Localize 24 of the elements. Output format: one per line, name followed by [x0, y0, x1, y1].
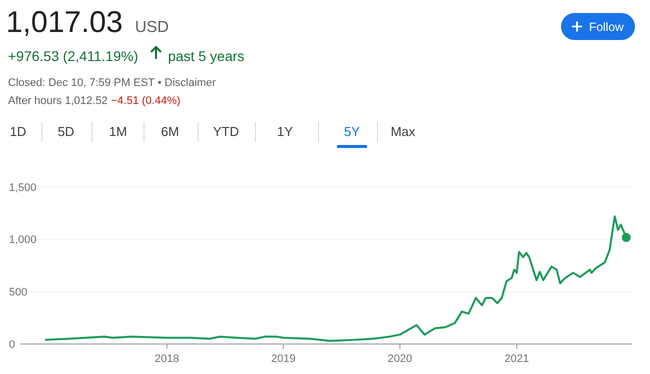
text: −4.51 (0.44%): [111, 95, 180, 107]
text: 1M: [108, 124, 128, 139]
y-tick-label: 0: [9, 338, 16, 351]
x-tick-label: 2021: [504, 353, 529, 365]
y-tick-label: 1,500: [9, 182, 37, 194]
text: Follow: [589, 20, 624, 34]
x-tick-label: 2018: [154, 353, 180, 365]
chart-subtitle: USD: [135, 19, 169, 36]
text: past 5 years: [168, 48, 244, 64]
text: 5D: [58, 124, 74, 139]
y-tick-label: 1,000: [9, 234, 37, 246]
chart-title: 1,017.03: [6, 6, 123, 39]
text: 6M: [160, 124, 180, 139]
text: Max: [390, 124, 416, 139]
text: YTD: [213, 124, 239, 139]
text: After hours 1,012.52: [8, 95, 108, 107]
text: Closed: Dec 10, 7:59 PM EST • Disclaimer: [8, 77, 216, 89]
x-tick-label: 2020: [388, 353, 412, 365]
text: +976.53 (2,411.19%): [8, 48, 138, 64]
x-tick-label: 2019: [271, 353, 296, 365]
y-tick-label: 500: [9, 286, 28, 299]
text: 1Y: [277, 124, 294, 139]
text: 1D: [10, 124, 26, 139]
text: 5Y: [344, 124, 360, 139]
